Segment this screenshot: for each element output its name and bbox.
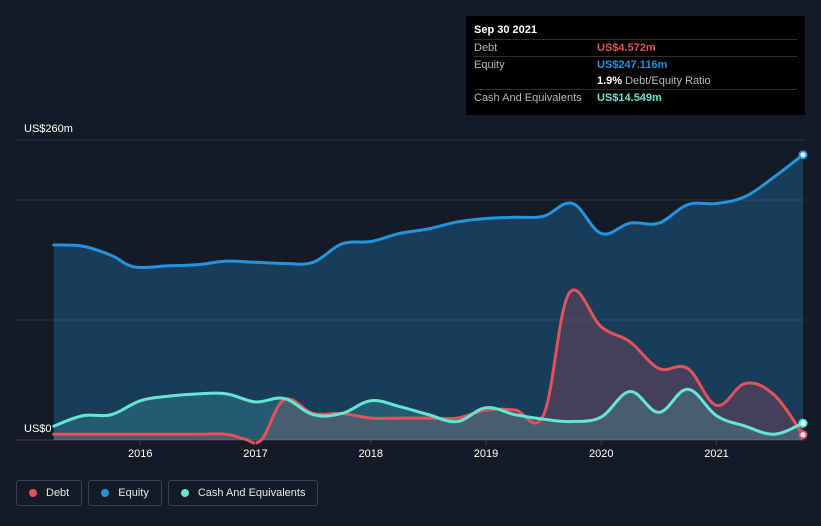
cash-line bbox=[52, 387, 805, 436]
tooltip-row-ratio: 1.9% Debt/Equity Ratio bbox=[474, 73, 797, 89]
cash-area bbox=[53, 389, 803, 440]
y-axis-bottom-label: US$0 bbox=[24, 423, 52, 435]
tooltip-ratio-label: Debt/Equity Ratio bbox=[625, 75, 711, 87]
x-tick-label: 2018 bbox=[359, 448, 383, 460]
chart-legend: Debt Equity Cash And Equivalents bbox=[16, 480, 319, 506]
equity-end-marker bbox=[798, 150, 808, 160]
tooltip-row-debt: Debt US$4.572m bbox=[474, 39, 797, 56]
end-markers bbox=[798, 150, 808, 440]
x-tick-label: 2016 bbox=[128, 448, 152, 460]
cash-end-marker bbox=[798, 418, 808, 428]
x-tick-label: 2017 bbox=[243, 448, 267, 460]
tooltip-debt-label: Debt bbox=[474, 42, 498, 54]
legend-cash-label: Cash And Equivalents bbox=[197, 487, 306, 499]
series-lines bbox=[52, 153, 805, 445]
series-areas bbox=[53, 154, 803, 444]
legend-item-cash[interactable]: Cash And Equivalents bbox=[167, 480, 319, 506]
tooltip-debt-value: US$4.572m bbox=[597, 42, 656, 54]
legend-item-equity[interactable]: Equity bbox=[88, 480, 162, 506]
legend-item-debt[interactable]: Debt bbox=[16, 480, 83, 506]
cash-dot-icon bbox=[180, 489, 189, 497]
tooltip-ratio-value: 1.9% bbox=[597, 75, 623, 87]
legend-equity-label: Equity bbox=[118, 487, 149, 499]
tooltip-date: Sep 30 2021 bbox=[474, 24, 537, 36]
debt-end-marker bbox=[798, 430, 808, 440]
tooltip-equity-label: Equity bbox=[474, 59, 505, 71]
legend-debt-label: Debt bbox=[46, 487, 70, 499]
equity-dot-icon bbox=[101, 489, 110, 497]
tooltip-cash-value: US$14.549m bbox=[597, 92, 662, 104]
tooltip-cash-label: Cash And Equivalents bbox=[474, 92, 582, 104]
debt-dot-icon bbox=[29, 489, 37, 497]
tooltip-panel: Sep 30 2021 Debt US$4.572m Equity US$247… bbox=[466, 16, 805, 115]
equity-line bbox=[52, 153, 805, 270]
equity-area bbox=[53, 154, 803, 440]
tooltip-equity-value: US$247.116m bbox=[597, 59, 668, 71]
tooltip-row-cash: Cash And Equivalents US$14.549m bbox=[474, 89, 797, 106]
y-axis-top-label: US$260m bbox=[24, 123, 73, 135]
x-tick-label: 2021 bbox=[704, 448, 728, 460]
gridlines bbox=[16, 139, 805, 441]
debt-line bbox=[52, 288, 805, 445]
x-tick-label: 2019 bbox=[474, 448, 498, 460]
x-tick-label: 2020 bbox=[589, 448, 613, 460]
tooltip-row-equity: Equity US$247.116m bbox=[474, 56, 797, 73]
x-axis-ticks: 2016 2017 2018 2019 2020 2021 bbox=[128, 440, 729, 460]
